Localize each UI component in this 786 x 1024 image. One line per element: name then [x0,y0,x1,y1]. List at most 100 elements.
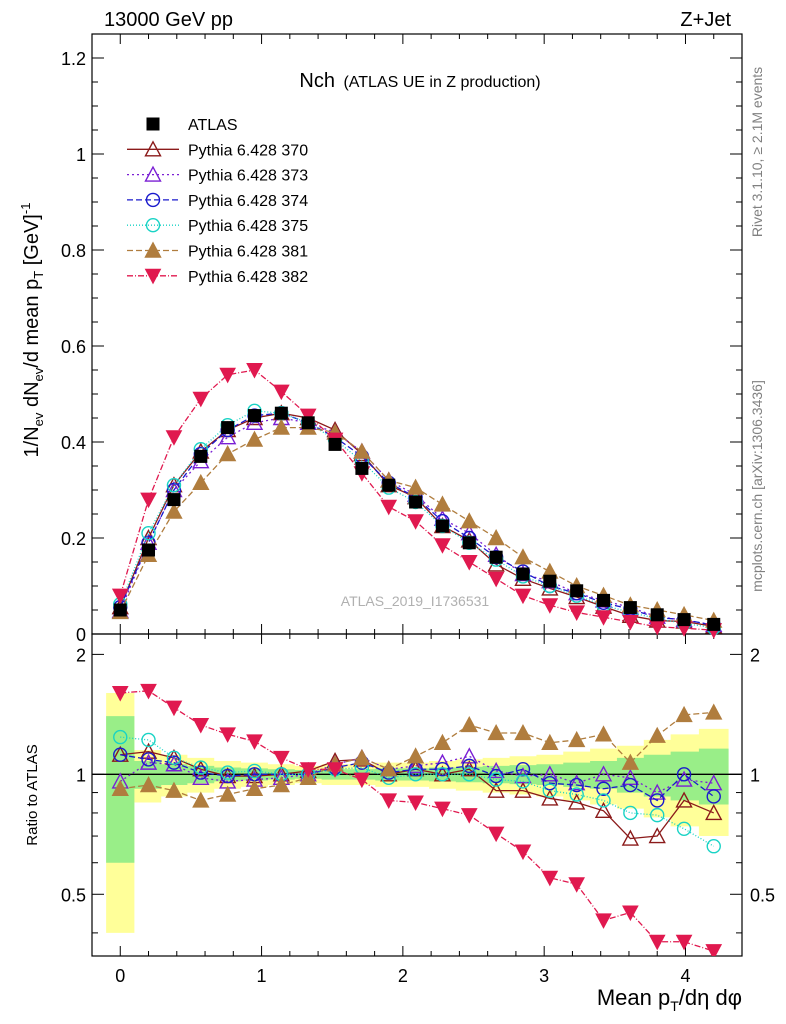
x-tick-label: 2 [398,966,408,986]
data-point-atlas [570,584,584,598]
ratio-point-pythia-6-428-382 [111,685,129,702]
data-point-pythia-6-428-382 [487,571,505,588]
ratio-point-pythia-6-428-381 [594,725,613,742]
legend-label: Pythia 6.428 381 [188,244,308,261]
data-point-pythia-6-428-382 [219,367,236,384]
ratio-point-pythia-6-428-382 [273,750,290,767]
ratio-point-pythia-6-428-375 [676,821,692,836]
data-point-pythia-6-428-381 [514,548,532,565]
ratio-point-pythia-6-428-374 [650,793,665,808]
rivet-label: Rivet 3.1.10, ≥ 2.1M events [749,67,765,237]
series-line-pythia-6-428-375 [119,410,714,629]
ratio-point-pythia-6-428-382 [460,808,478,824]
ratio-point-pythia-6-428-373 [621,768,640,786]
ratio-point-pythia-6-428-382 [595,913,612,929]
ratio-point-pythia-6-428-382 [380,793,398,809]
ratio-point-pythia-6-428-374 [596,781,611,796]
data-point-atlas [489,550,503,564]
ratio-point-pythia-6-428-382 [434,801,451,818]
plot-title-main: Nch [299,70,335,92]
ratio-point-pythia-6-428-375 [220,765,235,780]
ratio-point-pythia-6-428-382 [140,683,157,700]
ratio-series-pythia-6-428-382 [111,683,723,956]
ratio-point-pythia-6-428-382 [299,762,317,778]
data-point-atlas [707,617,721,631]
ratio-point-pythia-6-428-373 [460,747,478,764]
y-tick-label: 1 [76,145,86,165]
ratio-point-pythia-6-428-375 [542,783,558,798]
ratio-point-pythia-6-428-381 [621,753,640,770]
data-point-pythia-6-428-382 [380,499,398,516]
ratio-point-pythia-6-428-373 [568,774,586,791]
ratio-point-pythia-6-428-381 [514,723,532,741]
ratio-point-pythia-6-428-382 [541,870,559,887]
ratio-point-pythia-6-428-381 [218,785,237,802]
data-point-pythia-6-428-381 [460,512,478,529]
ratio-point-pythia-6-428-375 [515,774,531,789]
data-point-pythia-6-428-382 [246,363,263,379]
legend-label: Pythia 6.428 373 [188,168,308,185]
ratio-point-pythia-6-428-370 [648,827,666,844]
ratio-point-pythia-6-428-373 [594,765,613,782]
data-point-pythia-6-428-373 [245,413,264,430]
legend-marker-pythia-6-428-381 [144,241,162,258]
ratio-point-pythia-6-428-370 [192,760,210,777]
ratio-point-pythia-6-428-374 [220,768,235,784]
data-point-pythia-6-428-382 [460,555,478,571]
ratio-point-pythia-6-428-370 [621,829,640,846]
ratio-point-pythia-6-428-375 [408,767,423,782]
ratio-series-pythia-6-428-381 [111,703,723,808]
data-point-atlas [328,437,342,451]
ratio-point-pythia-6-428-381 [648,726,666,743]
ratio-point-pythia-6-428-375 [462,767,477,782]
axes: 0 1 2 3 4 0 0.2 0.4 0.6 0.8 1 1.2 0.5 0.5 1 1 2 2 [61,33,775,986]
data-point-pythia-6-428-382 [273,384,290,401]
ratio-point-pythia-6-428-374 [623,777,638,793]
ratio-point-pythia-6-428-382 [675,934,693,951]
legend-label: ATLAS [188,117,238,134]
ratio-point-pythia-6-428-381 [245,779,264,796]
ratio-point-pythia-6-428-382 [622,905,639,922]
ratio-point-pythia-6-428-381 [705,703,723,720]
y-axis-label: 1/Nev dNev/d mean pT [GeV]-1 [18,203,46,458]
ratio-point-pythia-6-428-382 [192,717,210,734]
data-point-atlas [274,406,288,420]
ratio-point-pythia-6-428-370 [705,803,723,821]
ratio-point-pythia-6-428-381 [353,748,371,766]
ratio-band-outer [106,692,729,933]
data-point-pythia-6-428-370 [487,555,505,572]
data-point-atlas [435,519,449,533]
ratio-y-axis-label: Ratio to ATLAS [24,744,41,845]
legend-marker-pythia-6-428-373 [144,165,162,182]
analysis-watermark: ATLAS_2019_I1736531 [341,593,490,609]
ratio-y-tick-label: 0.5 [61,885,86,905]
data-point-pythia-6-428-381 [272,418,291,435]
ratio-point-pythia-6-428-374 [515,762,531,777]
ratio-point-pythia-6-428-382 [219,727,236,743]
ratio-point-pythia-6-428-381 [272,776,291,793]
mcplots-label: mcplots.cern.ch [arXiv:1306.3436] [749,380,765,592]
data-point-pythia-6-428-382 [407,514,424,530]
ratio-point-pythia-6-428-373 [541,765,559,782]
data-point-pythia-6-428-382 [434,538,451,554]
ratio-series [111,683,723,956]
data-point-atlas [543,574,557,588]
data-point-atlas [194,449,208,463]
ratio-y-tick-label-right: 1 [750,765,760,785]
data-point-pythia-6-428-382 [595,610,612,626]
ratio-point-pythia-6-428-382 [705,944,723,956]
ratio-point-pythia-6-428-374 [706,789,721,804]
ratio-point-pythia-6-428-374 [488,768,504,784]
ratio-point-pythia-6-428-382 [648,934,666,951]
y-tick-label: 0.8 [61,241,86,261]
x-tick-label: 1 [257,966,267,986]
data-point-pythia-6-428-382 [622,615,639,631]
data-point-pythia-6-428-382 [165,430,183,446]
ratio-point-pythia-6-428-381 [568,730,586,748]
ratio-point-pythia-6-428-374 [676,767,692,782]
ratio-point-pythia-6-428-382 [407,795,424,812]
x-tick-label: 3 [539,966,549,986]
ratio-point-pythia-6-428-381 [139,776,158,793]
data-point-pythia-6-428-381 [192,473,210,490]
ratio-point-pythia-6-428-381 [406,747,425,764]
